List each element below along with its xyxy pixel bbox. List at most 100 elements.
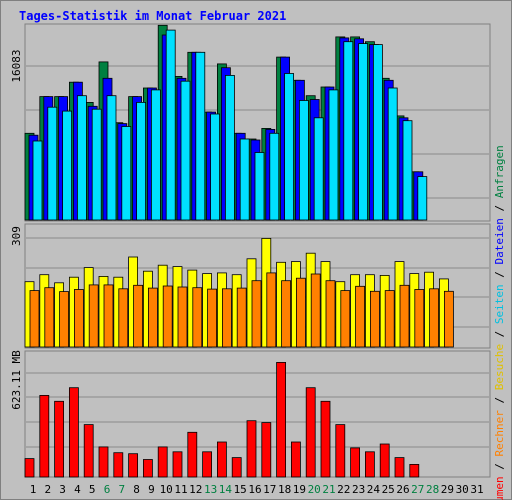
x-tick-label-6: 6 (104, 483, 111, 496)
x-tick-label-14: 14 (219, 483, 233, 496)
x-tick-label-18: 18 (278, 483, 291, 496)
bar-rechner-4 (74, 289, 84, 348)
bar-rechner-21 (325, 280, 336, 348)
bar-rechner-8 (133, 284, 144, 348)
bar-rechner-7 (118, 288, 129, 348)
x-tick-label-4: 4 (74, 483, 81, 496)
x-tick-label-7: 7 (118, 483, 125, 496)
bar-seiten-17 (269, 132, 280, 221)
x-tick-label-16: 16 (248, 483, 261, 496)
legend-item-2: Rechner (493, 410, 506, 457)
bar-seiten-1 (32, 140, 43, 221)
x-tick-label-5: 5 (89, 483, 96, 496)
bar-seiten-10 (165, 29, 176, 221)
bar-seiten-24 (372, 44, 383, 221)
bar-seiten-18 (284, 73, 295, 221)
x-tick-label-28: 28 (426, 483, 439, 496)
bar-seiten-3 (62, 110, 72, 221)
x-tick-label-8: 8 (133, 483, 140, 496)
bar-volumen-4 (69, 387, 79, 478)
bar-seiten-16 (254, 152, 265, 221)
x-tick-label-24: 24 (367, 483, 381, 496)
bar-rechner-24 (369, 290, 380, 348)
bar-rechner-2 (44, 287, 55, 348)
bar-seiten-23 (358, 43, 369, 221)
bar-seiten-8 (136, 102, 147, 221)
bar-rechner-14 (221, 288, 232, 348)
x-tick-label-10: 10 (160, 483, 173, 496)
bar-rechner-20 (310, 273, 321, 348)
bottom-panel-bg (24, 350, 491, 478)
bar-rechner-12 (192, 287, 203, 348)
x-tick-label-1: 1 (30, 483, 37, 496)
bar-seiten-4 (77, 95, 87, 221)
chart-title: Tages-Statistik im Monat Februar 2021 (19, 9, 287, 23)
bar-volumen-13 (202, 451, 213, 478)
legend-item-3: / (493, 390, 506, 410)
bar-seiten-9 (150, 89, 161, 221)
bar-seiten-2 (47, 106, 58, 221)
bottom-ymax-label: 623.11 MB (10, 350, 23, 410)
bar-rechner-6 (103, 284, 114, 348)
bar-seiten-19 (298, 100, 309, 221)
top-ymax-label: 16083 (10, 49, 23, 82)
bar-seiten-7 (121, 126, 132, 221)
x-tick-label-11: 11 (174, 483, 187, 496)
bar-volumen-19 (290, 441, 301, 478)
x-tick-label-15: 15 (234, 483, 247, 496)
bar-rechner-25 (384, 290, 395, 348)
bar-volumen-22 (335, 424, 346, 478)
bar-seiten-11 (180, 80, 191, 221)
bar-volumen-5 (83, 424, 94, 478)
bar-rechner-27 (414, 289, 425, 348)
bar-rechner-26 (399, 284, 410, 348)
bar-volumen-21 (320, 400, 331, 478)
legend-item-0: Volumen (493, 476, 506, 500)
bar-volumen-6 (98, 446, 109, 478)
legend-item-6: Seiten (493, 284, 506, 324)
x-tick-label-29: 29 (441, 483, 454, 496)
bar-rechner-11 (177, 286, 188, 348)
bar-volumen-23 (350, 447, 361, 478)
bar-seiten-13 (210, 113, 221, 221)
bar-volumen-8 (128, 453, 139, 478)
bar-rechner-5 (88, 284, 99, 348)
legend-item-10: Anfragen (493, 145, 506, 198)
bar-rechner-1 (29, 290, 40, 348)
bar-rechner-23 (355, 285, 366, 348)
x-tick-label-21: 21 (322, 483, 335, 496)
legend-item-7: / (493, 264, 506, 284)
legend-item-9: / (493, 198, 506, 218)
bar-volumen-1 (24, 458, 35, 478)
bar-volumen-10 (157, 446, 168, 478)
bar-seiten-21 (328, 89, 339, 221)
middle-ymax-label: 309 (10, 226, 23, 246)
bar-volumen-15 (231, 457, 242, 478)
bar-seiten-27 (417, 176, 428, 221)
bar-seiten-14 (224, 75, 235, 221)
bar-volumen-3 (54, 400, 64, 478)
bar-volumen-9 (142, 459, 153, 478)
bar-volumen-18 (276, 361, 287, 478)
x-tick-label-19: 19 (293, 483, 306, 496)
x-tick-label-3: 3 (59, 483, 66, 496)
x-axis-labels: 1 2 3 4 5 6 7 8 9 10 11 12 13 14 15 16 17 18 19 20 21 22 23 24 2… (30, 483, 484, 496)
bar-seiten-6 (106, 95, 117, 221)
bar-volumen-25 (379, 443, 390, 478)
x-tick-label-23: 23 (352, 483, 365, 496)
bar-seiten-22 (343, 41, 354, 221)
bar-volumen-16 (246, 420, 257, 478)
bar-rechner-22 (340, 290, 351, 348)
legend-item-1: / (493, 457, 506, 477)
bar-seiten-26 (402, 120, 413, 221)
bar-volumen-12 (187, 431, 198, 478)
bar-volumen-17 (261, 422, 272, 478)
legend: Volumen / Rechner / Besuche / Seiten / D… (493, 145, 506, 500)
bar-rechner-16 (251, 280, 262, 348)
x-tick-label-31: 31 (470, 483, 483, 496)
bar-seiten-5 (91, 108, 102, 221)
bar-seiten-20 (313, 117, 324, 221)
bar-seiten-25 (387, 87, 398, 221)
bar-volumen-27 (409, 463, 420, 478)
